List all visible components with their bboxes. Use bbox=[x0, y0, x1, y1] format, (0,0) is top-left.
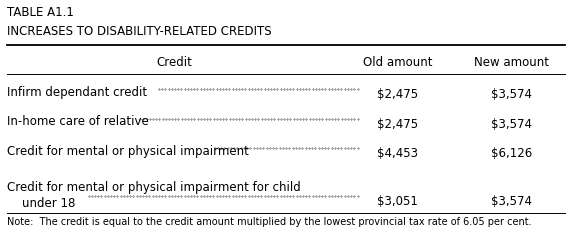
Text: INCREASES TO DISABILITY-RELATED CREDITS: INCREASES TO DISABILITY-RELATED CREDITS bbox=[7, 25, 272, 38]
Text: $3,574: $3,574 bbox=[491, 88, 533, 101]
Text: $3,574: $3,574 bbox=[491, 118, 533, 130]
Text: Credit: Credit bbox=[157, 56, 192, 69]
Text: Old amount: Old amount bbox=[363, 56, 432, 69]
Text: Infirm dependant credit: Infirm dependant credit bbox=[7, 86, 147, 99]
Text: $3,574: $3,574 bbox=[491, 195, 533, 208]
Text: TABLE A1.1: TABLE A1.1 bbox=[7, 6, 74, 19]
Text: Note:  The credit is equal to the credit amount multiplied by the lowest provinc: Note: The credit is equal to the credit … bbox=[7, 217, 531, 227]
Text: In-home care of relative: In-home care of relative bbox=[7, 115, 149, 128]
Text: $2,475: $2,475 bbox=[377, 118, 418, 130]
Text: Credit for mental or physical impairment for child
    under 18: Credit for mental or physical impairment… bbox=[7, 181, 301, 211]
Text: $2,475: $2,475 bbox=[377, 88, 418, 101]
Text: Credit for mental or physical impairment: Credit for mental or physical impairment bbox=[7, 145, 249, 157]
Text: $6,126: $6,126 bbox=[491, 147, 533, 160]
Text: $3,051: $3,051 bbox=[377, 195, 418, 208]
Text: $4,453: $4,453 bbox=[377, 147, 418, 160]
Text: New amount: New amount bbox=[474, 56, 550, 69]
